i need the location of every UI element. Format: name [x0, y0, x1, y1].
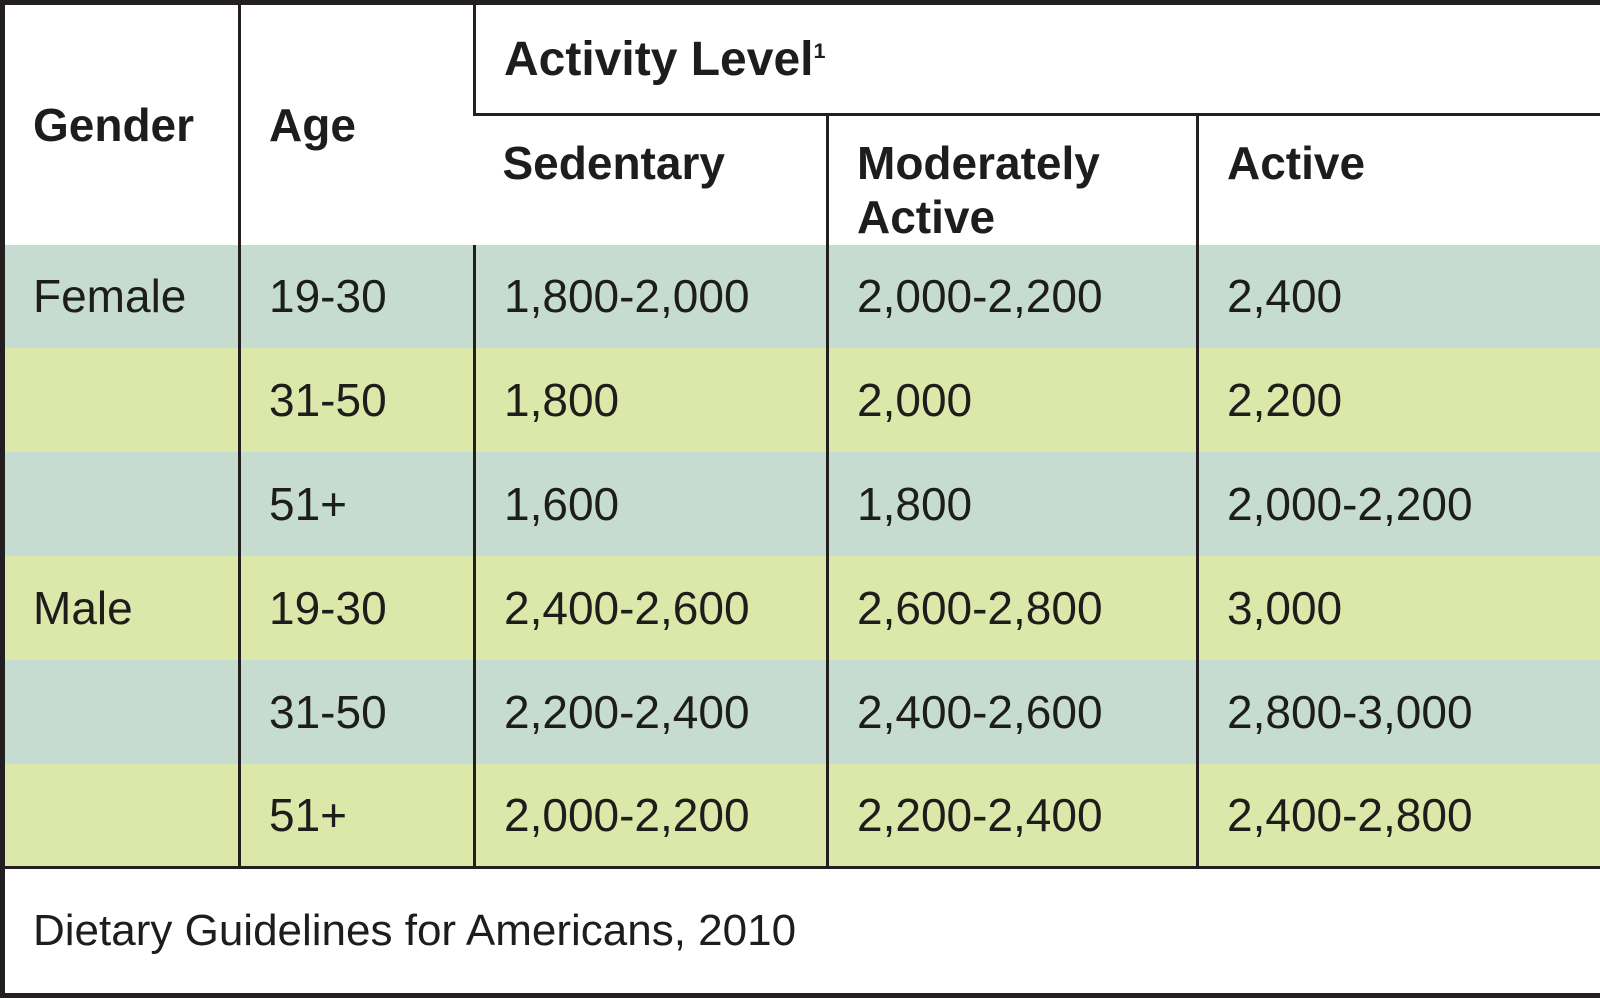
table-body: Female 19-30 1,800-2,000 2,000-2,200 2,4… — [2, 244, 1600, 868]
col-header-age: Age — [238, 2, 475, 245]
col-group-activity-level: Activity Level1 — [472, 2, 1600, 116]
table-row: Male 19-30 2,400-2,600 2,600-2,800 3,000 — [2, 556, 1600, 660]
cell-age: 31-50 — [238, 659, 475, 764]
cell-active: 2,400-2,800 — [1195, 763, 1600, 868]
cell-moderately-active: 2,600-2,800 — [826, 556, 1198, 660]
header-row-sub: Sedentary Moderately Active Active — [3, 114, 1600, 245]
cell-sedentary: 2,200-2,400 — [473, 659, 828, 764]
cell-active: 2,200 — [1195, 348, 1600, 453]
cell-sedentary: 2,000-2,200 — [473, 763, 828, 868]
cell-gender: Female — [2, 244, 240, 349]
table-row: 51+ 1,600 1,800 2,000-2,200 — [2, 452, 1600, 557]
cell-age: 19-30 — [238, 556, 475, 660]
activity-level-footnote-marker: 1 — [813, 37, 826, 63]
cell-gender — [2, 763, 240, 868]
cell-sedentary: 1,600 — [473, 452, 828, 557]
footer-row: Dietary Guidelines for Americans, 2010 — [2, 866, 1600, 996]
col-header-gender: Gender — [33, 98, 195, 151]
cell-sedentary: 1,800-2,000 — [473, 244, 828, 349]
table-header: Gender Age Activity Level1 Sedentary Mod… — [3, 2, 1600, 245]
cell-active: 2,000-2,200 — [1195, 452, 1600, 557]
cell-age: 31-50 — [238, 348, 475, 453]
table-row: 51+ 2,000-2,200 2,200-2,400 2,400-2,800 — [2, 763, 1600, 868]
source-note: Dietary Guidelines for Americans, 2010 — [2, 866, 1600, 996]
col-header-sedentary: Sedentary — [502, 137, 725, 189]
cell-moderately-active: 2,200-2,400 — [826, 763, 1198, 868]
cell-moderately-active: 2,000-2,200 — [826, 244, 1198, 349]
cell-active: 2,800-3,000 — [1195, 659, 1600, 764]
table-row: 31-50 1,800 2,000 2,200 — [2, 348, 1600, 453]
cell-gender — [2, 659, 240, 764]
cell-age: 19-30 — [238, 244, 475, 349]
cell-gender: Male — [2, 556, 240, 660]
table-footer: Dietary Guidelines for Americans, 2010 — [2, 866, 1600, 996]
cell-age: 51+ — [238, 763, 475, 868]
cell-active: 2,400 — [1195, 244, 1600, 349]
cell-active: 3,000 — [1195, 556, 1600, 660]
cell-sedentary: 2,400-2,600 — [473, 556, 828, 660]
cell-moderately-active: 2,000 — [826, 348, 1198, 453]
header-row-group: Gender Age Activity Level1 — [3, 2, 1600, 245]
activity-level-label: Activity Level — [504, 32, 814, 86]
col-header-active: Active — [1195, 114, 1600, 245]
cell-gender — [2, 348, 240, 453]
cell-age: 51+ — [238, 452, 475, 557]
cell-moderately-active: 2,400-2,600 — [826, 659, 1198, 764]
table-row: Female 19-30 1,800-2,000 2,000-2,200 2,4… — [2, 244, 1600, 349]
table-row: 31-50 2,200-2,400 2,400-2,600 2,800-3,00… — [2, 659, 1600, 764]
cell-gender — [2, 452, 240, 557]
col-header-moderately-active: Moderately Active — [826, 114, 1198, 245]
cell-moderately-active: 1,800 — [826, 452, 1198, 557]
cell-sedentary: 1,800 — [473, 348, 828, 453]
